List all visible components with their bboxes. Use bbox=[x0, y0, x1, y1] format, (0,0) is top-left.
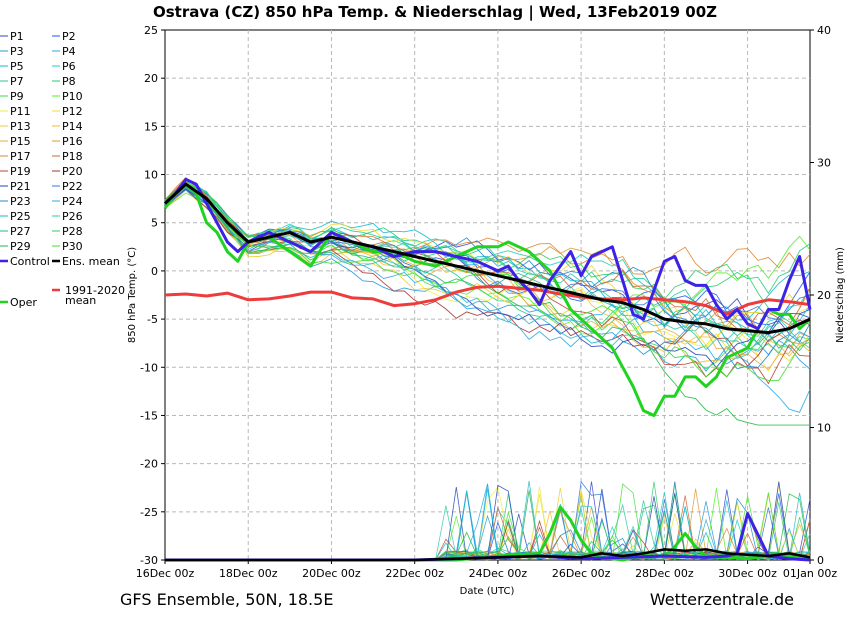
y-axis-label: 850 hPa Temp. (°C) bbox=[127, 247, 138, 343]
legend-label-21: P22 bbox=[62, 180, 83, 193]
legend-label-23: P24 bbox=[62, 195, 83, 208]
legend-label-26: P27 bbox=[10, 225, 31, 238]
series-line-control bbox=[163, 177, 812, 331]
y-tick-label: 15 bbox=[144, 120, 158, 133]
legend-label-2: P3 bbox=[10, 45, 24, 58]
member-line-p12 bbox=[164, 182, 811, 362]
legend-label-1: P2 bbox=[62, 30, 76, 43]
y-tick-label: -15 bbox=[140, 409, 158, 422]
legend: P1 P2 P3 P4 P5 P6 P7 P8 P9 P10 P11 P12 P13 P14 P15 P16 P… bbox=[0, 30, 125, 309]
legend-label-part: mean bbox=[65, 294, 96, 307]
member-line-p13 bbox=[164, 186, 811, 345]
legend-label-20: P21 bbox=[10, 180, 31, 193]
chart-title: Ostrava (CZ) 850 hPa Temp. & Niederschla… bbox=[153, 3, 717, 22]
y-tick-label: -30 bbox=[140, 554, 158, 567]
x-tick-label: 24Dec 00z bbox=[469, 567, 528, 580]
y2-tick-label: 10 bbox=[817, 422, 831, 435]
y2-tick-label: 0 bbox=[817, 554, 824, 567]
y-tick-label: -25 bbox=[140, 506, 158, 519]
member-line-p14 bbox=[164, 189, 811, 364]
legend-label-27: P28 bbox=[62, 225, 83, 238]
main-series-lines bbox=[163, 177, 812, 562]
legend-label-16: P17 bbox=[10, 150, 31, 163]
x-tick-label: 30Dec 00z bbox=[718, 567, 777, 580]
y-tick-label: 0 bbox=[151, 265, 158, 278]
legend-label-6: P7 bbox=[10, 75, 24, 88]
y2-tick-label: 40 bbox=[817, 24, 831, 37]
x-tick-label: 18Dec 00z bbox=[219, 567, 278, 580]
legend-label-7: P8 bbox=[62, 75, 76, 88]
x-axis-ticks: 16Dec 00z 18Dec 00z 20Dec 00z 22Dec 00z 24De… bbox=[136, 560, 837, 580]
legend-label-0: P1 bbox=[10, 30, 24, 43]
x-tick-label: 16Dec 00z bbox=[136, 567, 195, 580]
y-tick-label: -20 bbox=[140, 458, 158, 471]
footer-source: Wetterzentrale.de bbox=[650, 590, 794, 609]
legend-label-28: P29 bbox=[10, 240, 31, 253]
y2-axis-ticks: 40 30 20 10 0 bbox=[810, 24, 831, 567]
legend-label-24: P25 bbox=[10, 210, 31, 223]
y2-tick-label: 20 bbox=[817, 289, 831, 302]
legend-label-10: P11 bbox=[10, 105, 31, 118]
legend-label-25: P26 bbox=[62, 210, 83, 223]
x-tick-label: 01Jan 00z bbox=[783, 567, 837, 580]
footer-model-info: GFS Ensemble, 50N, 18.5E bbox=[120, 590, 333, 609]
legend-label-3: P4 bbox=[62, 45, 76, 58]
x-tick-label: 22Dec 00z bbox=[385, 567, 444, 580]
member-line-p24 bbox=[164, 186, 811, 348]
legend-label-33: 1991-2020 mean bbox=[65, 284, 125, 307]
legend-label-5: P6 bbox=[62, 60, 76, 73]
legend-label-9: P10 bbox=[62, 90, 83, 103]
legend-label-32: Oper bbox=[10, 296, 37, 309]
legend-label-12: P13 bbox=[10, 120, 31, 133]
y2-axis-label: Niederschlag (mm) bbox=[835, 247, 846, 343]
legend-label-31: Ens. mean bbox=[62, 255, 120, 268]
legend-label-13: P14 bbox=[62, 120, 83, 133]
y-axis-ticks: 25 20 15 10 5 0 -5 -10 -15 -20 -25 -30 bbox=[140, 24, 165, 567]
y-tick-label: 10 bbox=[144, 169, 158, 182]
legend-label-22: P23 bbox=[10, 195, 31, 208]
y-tick-label: 20 bbox=[144, 72, 158, 85]
grid bbox=[165, 30, 810, 560]
legend-label-11: P12 bbox=[62, 105, 83, 118]
x-tick-label: 28Dec 00z bbox=[635, 567, 694, 580]
y-tick-label: -10 bbox=[140, 361, 158, 374]
legend-label-8: P9 bbox=[10, 90, 24, 103]
legend-label-29: P30 bbox=[62, 240, 83, 253]
y2-tick-label: 30 bbox=[817, 157, 831, 170]
y-tick-label: -5 bbox=[147, 313, 158, 326]
legend-label-14: P15 bbox=[10, 135, 31, 148]
x-tick-label: 20Dec 00z bbox=[302, 567, 361, 580]
series-line-ens-mean bbox=[163, 182, 811, 335]
legend-label-19: P20 bbox=[62, 165, 83, 178]
y-tick-label: 5 bbox=[151, 217, 158, 230]
legend-label-18: P19 bbox=[10, 165, 31, 178]
legend-label-30: Control bbox=[10, 255, 50, 268]
legend-label-15: P16 bbox=[62, 135, 83, 148]
legend-label-part: 1991-2020 bbox=[65, 284, 125, 297]
x-tick-label: 26Dec 00z bbox=[552, 567, 611, 580]
series-line-mean-precip-mm- bbox=[165, 548, 811, 562]
x-axis-label: Date (UTC) bbox=[460, 586, 515, 597]
series-line-1991-2020-mean bbox=[164, 284, 811, 316]
y-tick-label: 25 bbox=[144, 24, 158, 37]
legend-label-17: P18 bbox=[62, 150, 83, 163]
legend-label-4: P5 bbox=[10, 60, 24, 73]
